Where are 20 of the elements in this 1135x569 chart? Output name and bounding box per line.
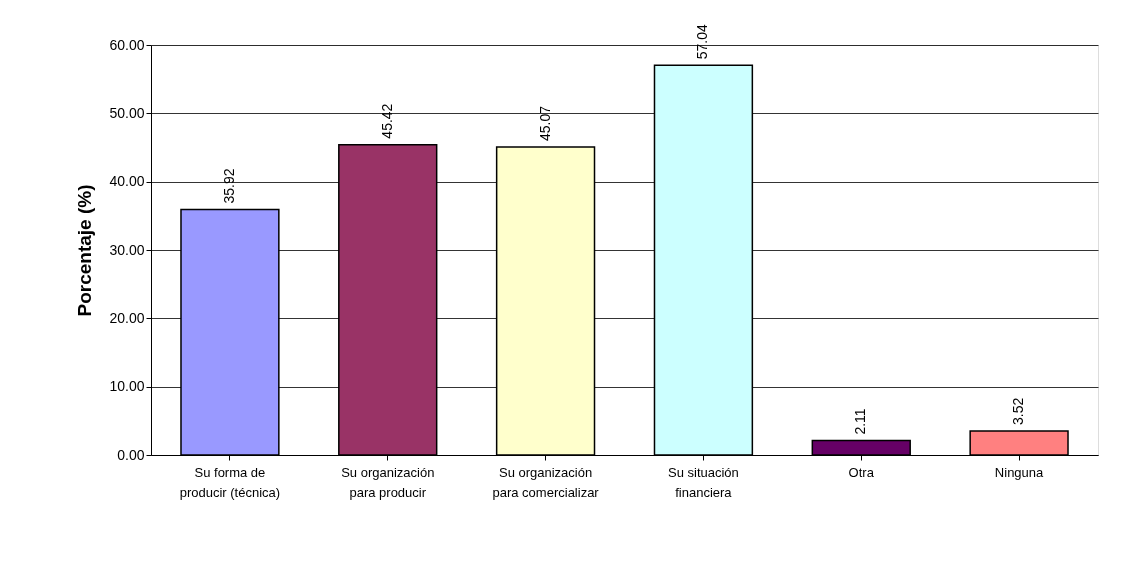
x-tick-label: Su organización para comercializar [492, 464, 600, 500]
y-tick-label: 10.00 [109, 378, 145, 395]
data-label: 35.92 [220, 168, 237, 204]
x-tick-label: Su forma de producir (técnica) [179, 464, 281, 500]
x-tick-label: Ninguna [994, 464, 1045, 480]
y-tick-label: 50.00 [109, 104, 145, 121]
x-tick-label: Su organización para producir [341, 464, 435, 500]
y-tick-label: 30.00 [109, 241, 145, 258]
y-tick-label: 40.00 [109, 173, 145, 190]
y-tick-label: 0.00 [117, 446, 145, 463]
data-label: 45.07 [536, 105, 553, 142]
data-label: 45.42 [378, 103, 395, 139]
data-label: 2.11 [852, 408, 869, 435]
data-label: 3.52 [1010, 397, 1027, 425]
y-axis-title: Porcentaje (%) [74, 184, 96, 317]
y-tick-label: 60.00 [109, 36, 145, 53]
x-tick-label: Otra [848, 464, 875, 480]
data-label: 57.04 [694, 23, 711, 60]
y-tick-label: 20.00 [109, 309, 145, 326]
x-tick-label: Su situación financiera [668, 464, 739, 500]
